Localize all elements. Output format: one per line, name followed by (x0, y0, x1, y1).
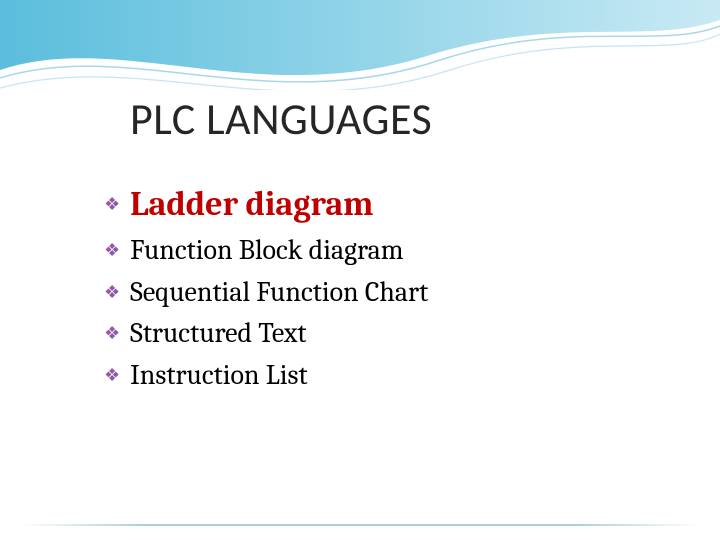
bottom-rule (20, 524, 700, 526)
languages-list: ❖ Ladder diagram ❖ Function Block diagra… (80, 182, 660, 395)
list-item-label: Ladder diagram (130, 182, 373, 228)
diamond-bullet-icon: ❖ (104, 361, 120, 390)
list-item: ❖ Ladder diagram (104, 182, 660, 228)
list-item: ❖ Function Block diagram (104, 232, 660, 270)
list-item-label: Structured Text (130, 315, 306, 353)
list-item-label: Sequential Function Chart (130, 274, 428, 312)
list-item-label: Instruction List (130, 357, 307, 395)
diamond-bullet-icon: ❖ (104, 278, 120, 307)
list-item-label: Function Block diagram (130, 232, 403, 270)
diamond-bullet-icon: ❖ (104, 319, 120, 348)
list-item: ❖ Sequential Function Chart (104, 274, 660, 312)
list-item: ❖ Instruction List (104, 357, 660, 395)
list-item: ❖ Structured Text (104, 315, 660, 353)
diamond-bullet-icon: ❖ (104, 236, 120, 265)
slide-content: PLC LANGUAGES ❖ Ladder diagram ❖ Functio… (0, 0, 720, 395)
diamond-bullet-icon: ❖ (104, 190, 120, 219)
slide-title: PLC LANGUAGES (120, 90, 450, 148)
